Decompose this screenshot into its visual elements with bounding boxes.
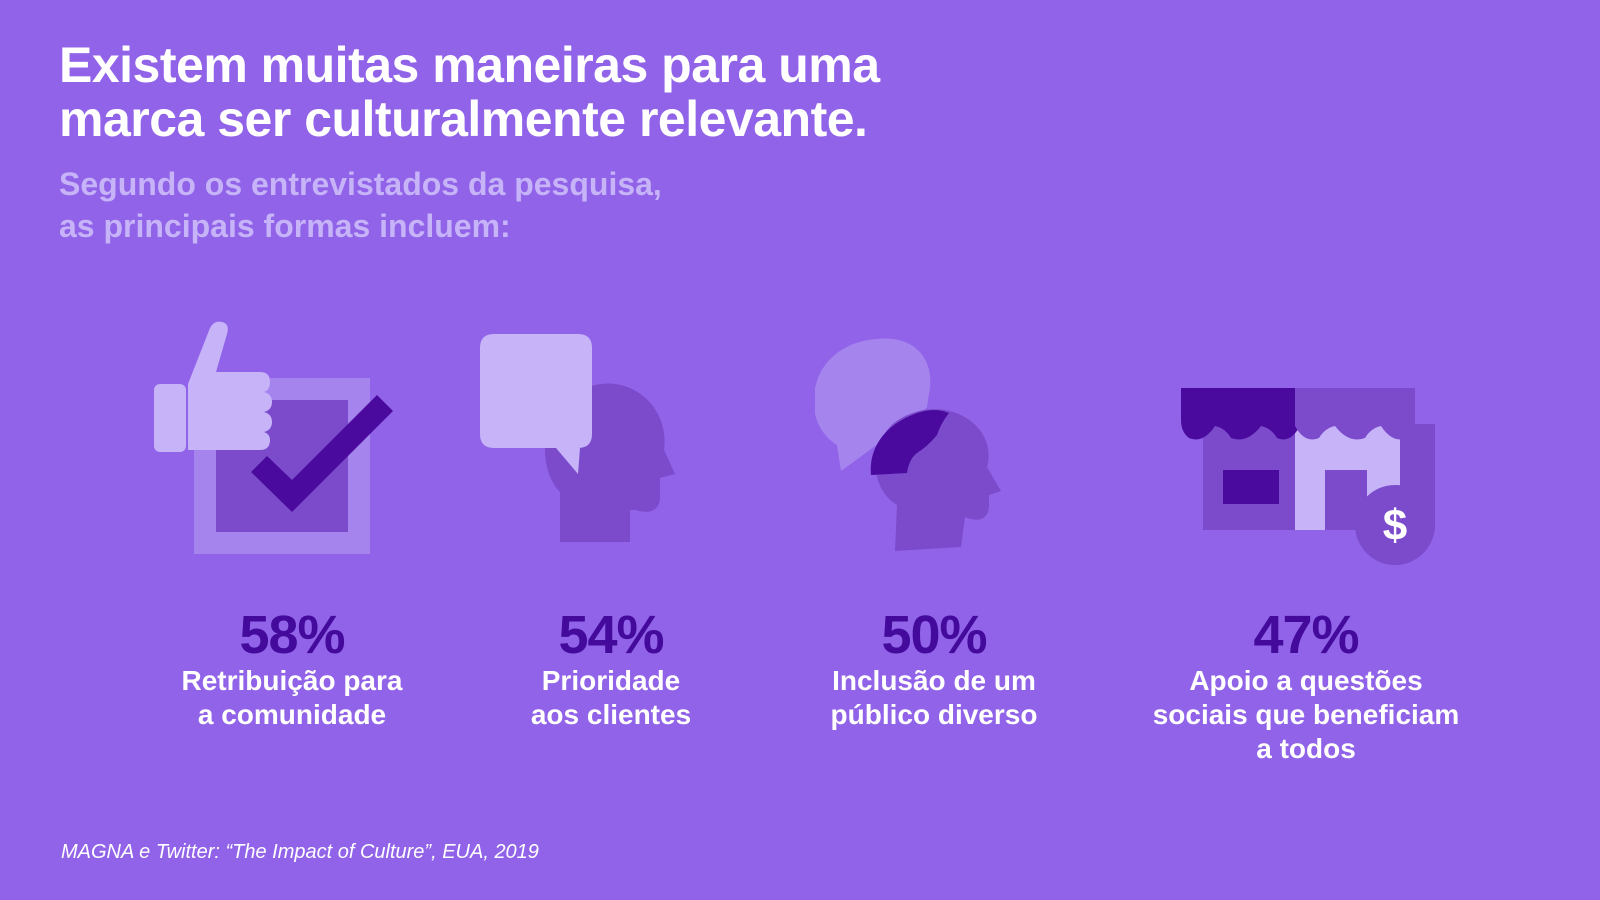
awning-right-shape: [1295, 388, 1415, 440]
speech-bubble-shape: [480, 334, 592, 474]
stat-community-label-line-2: a comunidade: [197, 699, 387, 730]
stat-inclusion-label-line-2: público diverso: [830, 699, 1038, 730]
awning-left-shape: [1181, 388, 1300, 440]
stat-inclusion-value: 50%: [881, 605, 987, 665]
speech-bubble-head-icon: [480, 334, 675, 542]
storefront-dollar-icon: $: [1181, 388, 1435, 565]
stat-customers-label: Prioridade aos clientes: [411, 664, 811, 732]
stat-social-issues-label-line-3: a todos: [1256, 733, 1356, 764]
stat-inclusion-label: Inclusão de um público diverso: [734, 664, 1134, 732]
front-head-hair-shape: [870, 410, 949, 475]
stat-community-label-line-1: Retribuição para: [181, 665, 403, 696]
dollar-sign-icon: $: [1383, 501, 1407, 550]
source-footnote: MAGNA e Twitter: “The Impact of Culture”…: [61, 841, 539, 863]
page-subtitle-line-1: Segundo os entrevistados da pesquisa,: [59, 166, 662, 202]
stat-social-issues-label-line-2: sociais que beneficiam: [1152, 699, 1460, 730]
page-subtitle-line-2: as principais formas incluem:: [59, 208, 511, 244]
diverse-heads-icon: [815, 338, 1001, 551]
stat-customers-label-line-2: aos clientes: [530, 699, 692, 730]
page-title: Existem muitas maneiras para uma marca s…: [59, 38, 1059, 146]
stat-customers-label-line-1: Prioridade: [541, 665, 681, 696]
stat-community: 58% Retribuição para a comunidade: [92, 604, 492, 732]
stat-community-label: Retribuição para a comunidade: [92, 664, 492, 732]
page-title-line-1: Existem muitas maneiras para uma: [59, 37, 880, 93]
thumbs-up-checkbox-icon: [154, 321, 393, 554]
stat-customers-value: 54%: [558, 605, 664, 665]
store-window-shape: [1223, 470, 1279, 504]
dollar-coin-shape: [1355, 485, 1435, 565]
page-subtitle: Segundo os entrevistados da pesquisa, as…: [59, 163, 662, 247]
stat-social-issues-label: Apoio a questões sociais que beneficiam …: [1106, 664, 1506, 766]
stat-social-issues-value: 47%: [1253, 605, 1359, 665]
stat-social-issues-label-line-1: Apoio a questões: [1189, 665, 1423, 696]
back-head-shape: [815, 338, 931, 471]
stat-inclusion: 50% Inclusão de um público diverso: [734, 604, 1134, 732]
thumb-cuff-shape: [154, 384, 186, 452]
stat-inclusion-label-line-1: Inclusão de um: [832, 665, 1036, 696]
stat-social-issues: 47% Apoio a questões sociais que benefic…: [1106, 604, 1506, 766]
stat-community-value: 58%: [239, 605, 345, 665]
thumb-hand-shape: [188, 321, 272, 450]
checkmark-shape: [251, 395, 393, 512]
stat-customers: 54% Prioridade aos clientes: [411, 604, 811, 732]
page-title-line-2: marca ser culturalmente relevante.: [59, 91, 868, 147]
